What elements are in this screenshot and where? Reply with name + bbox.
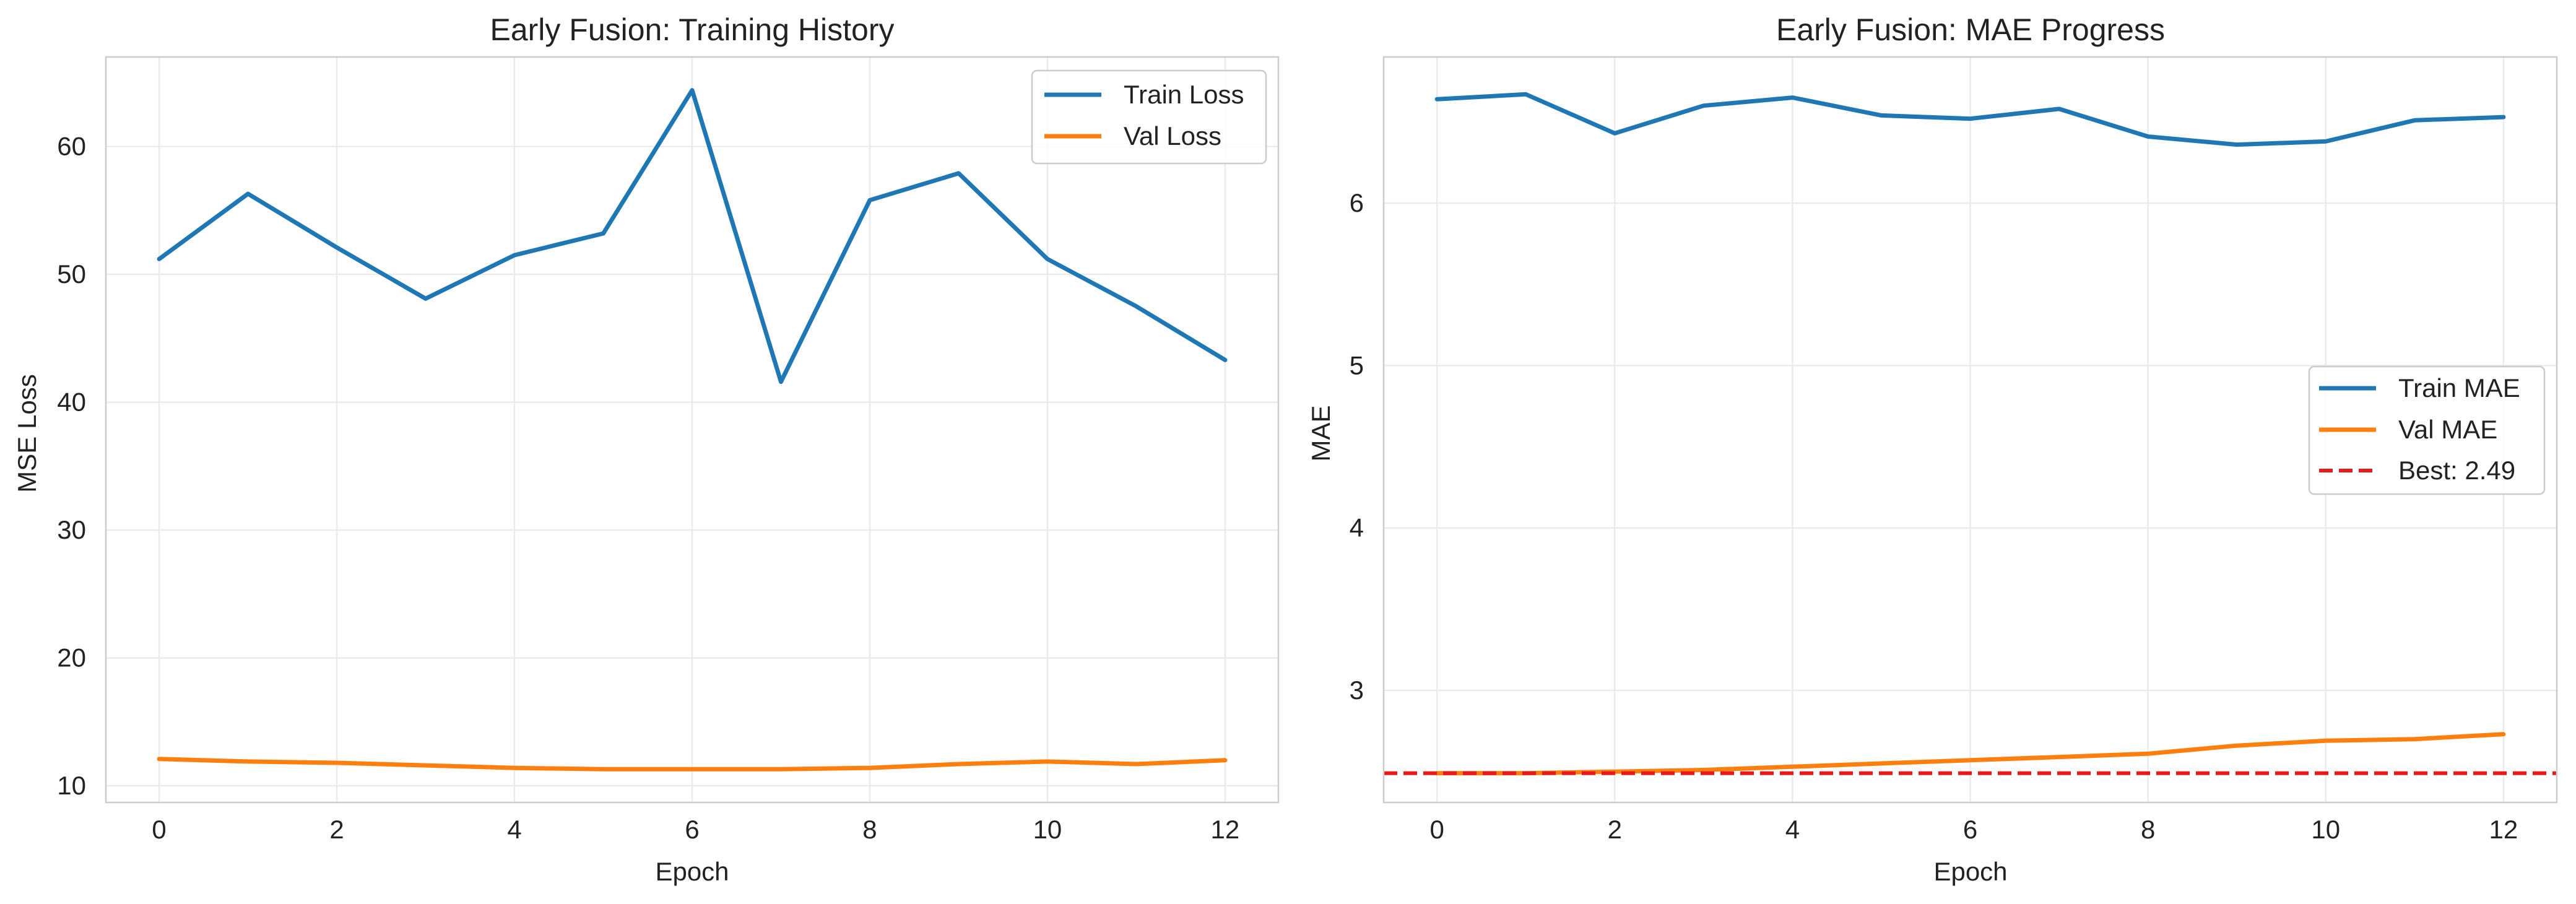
series-line-train-loss [157,88,1228,385]
y-axis-label: MAE [1306,405,1335,461]
series-lines [157,88,1228,771]
y-tick-label: 30 [57,515,86,544]
x-tick-label: 12 [2489,815,2518,844]
legend-label-train-mae: Train MAE [2398,373,2520,402]
legend-box [2308,365,2546,495]
legend-label-val-mae: Val MAE [2398,415,2497,444]
x-tick-label: 2 [1608,815,1622,844]
legend: Train MAE Val MAE Best: 2.49 [2308,365,2546,495]
y-tick-label: 50 [57,259,86,289]
y-tick-label: 5 [1350,350,1364,380]
plot-frame [105,56,1280,804]
y-axis-label: MSE Loss [12,374,41,492]
x-tick-label: 4 [507,815,521,844]
y-tick-label: 6 [1350,188,1364,217]
x-tick-label: 6 [685,815,699,844]
x-tick-label: 0 [152,815,166,844]
series-line-val-loss [157,757,1228,771]
y-tick-label: 60 [57,132,86,161]
x-axis-label: Epoch [1933,857,2007,886]
x-axis-label: Epoch [655,857,729,886]
series-lines [1384,92,2557,776]
chart-panel-mae-progress: Early Fusion: MAE Progress Epoch MAE 0 2 4… [1306,12,2558,886]
x-tick-label: 4 [1785,815,1800,844]
legend-label-best: Best: 2.49 [2398,456,2515,485]
plot-frame [1382,56,2558,804]
legend-label-val-loss: Val Loss [1124,121,1221,150]
chart-panel-training-history: Early Fusion: Training History Epoch MSE… [12,12,1280,886]
x-tick-label: 8 [2141,815,2155,844]
x-tick-label: 12 [1211,815,1240,844]
x-tick-label: 6 [1963,815,1977,844]
x-tick-label: 10 [2311,815,2340,844]
y-tick-label: 20 [57,643,86,672]
y-tick-label: 3 [1350,676,1364,705]
y-tick-label: 10 [57,771,86,800]
x-tick-label: 10 [1033,815,1062,844]
y-tick-label: 40 [57,388,86,417]
legend-label-train-loss: Train Loss [1124,80,1244,109]
chart-title: Early Fusion: MAE Progress [1776,12,2165,47]
y-tick-label: 4 [1350,513,1364,542]
x-tick-label: 2 [329,815,344,844]
series-line-train-mae [1434,92,2506,147]
tick-labels: 0 2 4 6 8 10 12 10 20 30 40 50 60 [57,132,1239,844]
legend: Train Loss Val Loss [1031,69,1267,165]
x-tick-label: 8 [862,815,877,844]
x-tick-label: 0 [1429,815,1444,844]
chart-title: Early Fusion: Training History [490,12,894,47]
tick-labels: 0 2 4 6 8 10 12 3 4 5 6 [1350,188,2518,844]
